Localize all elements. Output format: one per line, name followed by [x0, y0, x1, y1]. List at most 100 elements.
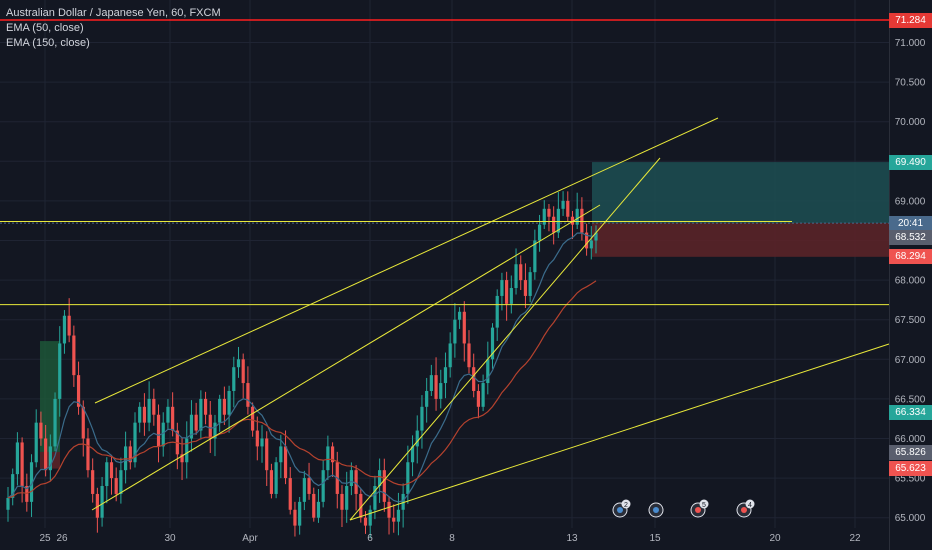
y-tick-label: 71.000 [895, 38, 926, 49]
candle-body [307, 478, 311, 494]
y-tick-label: 70.000 [895, 117, 926, 128]
candle-body [279, 446, 283, 463]
price-tag: 69.490 [889, 154, 932, 170]
candle-body [509, 288, 513, 304]
candle-body [62, 315, 67, 344]
candle-body [326, 446, 330, 471]
ema150-legend: EMA (150, close) [6, 37, 90, 49]
event-icon-4[interactable]: 4 [736, 499, 755, 518]
trendline-3 [349, 343, 890, 521]
x-tick-label: 8 [449, 533, 455, 544]
candle-body [340, 493, 344, 510]
candle-body [34, 422, 38, 463]
candle-body [91, 470, 95, 494]
candle-body [316, 501, 321, 518]
candle-body [189, 414, 194, 439]
candle-body [283, 446, 288, 479]
trendline-1 [94, 117, 719, 404]
candle-body [255, 430, 259, 447]
candle-body [410, 446, 415, 463]
candle-body [547, 208, 551, 217]
candle-body [425, 390, 429, 407]
candle-body [152, 398, 156, 415]
candle-body [594, 232, 598, 241]
candle-body [566, 200, 570, 217]
candle-body [81, 406, 85, 439]
candle-body [552, 216, 556, 233]
candle-body [523, 280, 528, 296]
y-tick-label: 67.500 [895, 315, 926, 326]
candle-body [86, 438, 90, 471]
event-icon-3[interactable]: 5 [690, 499, 709, 518]
candle-body [519, 264, 523, 281]
candle-body [260, 438, 264, 447]
candle-body [457, 311, 462, 320]
candle-body [236, 359, 241, 368]
candle-body [542, 208, 546, 225]
y-tick-label: 69.000 [895, 196, 926, 207]
candle-body [580, 208, 584, 233]
candle-body [359, 493, 363, 518]
event-badge [621, 499, 631, 509]
x-tick-label: Apr [242, 533, 258, 544]
candle-body [142, 406, 147, 423]
candle-body [396, 509, 401, 522]
candle-body [269, 470, 274, 494]
candle-body [218, 398, 222, 423]
candle-body [387, 501, 391, 518]
candle-body [114, 478, 118, 494]
take-profit-zone [592, 162, 889, 224]
candle-body [95, 493, 99, 518]
candle-body [514, 264, 518, 289]
candle-body [213, 422, 217, 439]
candle-body [368, 509, 372, 526]
price-tag: 65.623 [889, 460, 932, 476]
event-badge [699, 499, 709, 509]
candle-body [345, 486, 349, 510]
event-icon-1[interactable]: 2 [612, 499, 631, 518]
candle-body [222, 398, 226, 415]
candle-body [415, 430, 419, 447]
candle-body [105, 462, 109, 487]
event-icon-dot [695, 507, 701, 513]
candle-body [293, 509, 297, 526]
ema150-line [7, 280, 597, 499]
y-tick-label: 65.000 [895, 513, 926, 524]
candle-body [11, 474, 15, 498]
candle-body [251, 406, 255, 431]
y-tick-label: 70.500 [895, 78, 926, 89]
candle-body [44, 438, 48, 471]
candle-body [570, 216, 575, 225]
stop-loss-zone [592, 223, 889, 257]
candle-body [556, 208, 560, 233]
candle-body [194, 414, 198, 431]
candle-body [100, 486, 104, 518]
candle-body [39, 422, 43, 439]
candle-body [246, 383, 250, 407]
candle-body [161, 422, 165, 447]
price-tag: 68.532 [889, 230, 932, 246]
plot-background [0, 0, 889, 550]
candle-body [265, 438, 269, 471]
ema50-legend: EMA (50, close) [6, 22, 84, 34]
event-icon-dot [741, 507, 747, 513]
x-tick-label: 15 [649, 533, 661, 544]
candle-body [330, 446, 335, 463]
event-icon-2[interactable] [648, 502, 664, 518]
candle-body [505, 280, 509, 304]
candle-body [180, 454, 184, 463]
event-icon-dot [653, 507, 659, 513]
candle-body [25, 486, 29, 502]
price-axis-divider [889, 0, 890, 550]
candle-body [312, 493, 316, 518]
candle-body [495, 295, 499, 328]
trendline-2 [349, 157, 661, 521]
candle-body [453, 319, 457, 344]
candle-body [156, 414, 161, 447]
event-badge-count: 4 [748, 502, 752, 509]
candle-body [467, 343, 471, 368]
x-tick-label: 20 [769, 533, 781, 544]
candle-body [349, 470, 353, 487]
